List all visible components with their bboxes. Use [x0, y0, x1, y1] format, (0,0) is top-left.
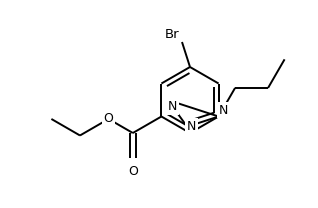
Text: N: N	[168, 100, 177, 113]
Text: Br: Br	[165, 27, 179, 41]
Text: O: O	[128, 165, 138, 178]
Text: O: O	[104, 113, 114, 125]
Text: N: N	[218, 104, 228, 116]
Text: N: N	[187, 120, 197, 133]
